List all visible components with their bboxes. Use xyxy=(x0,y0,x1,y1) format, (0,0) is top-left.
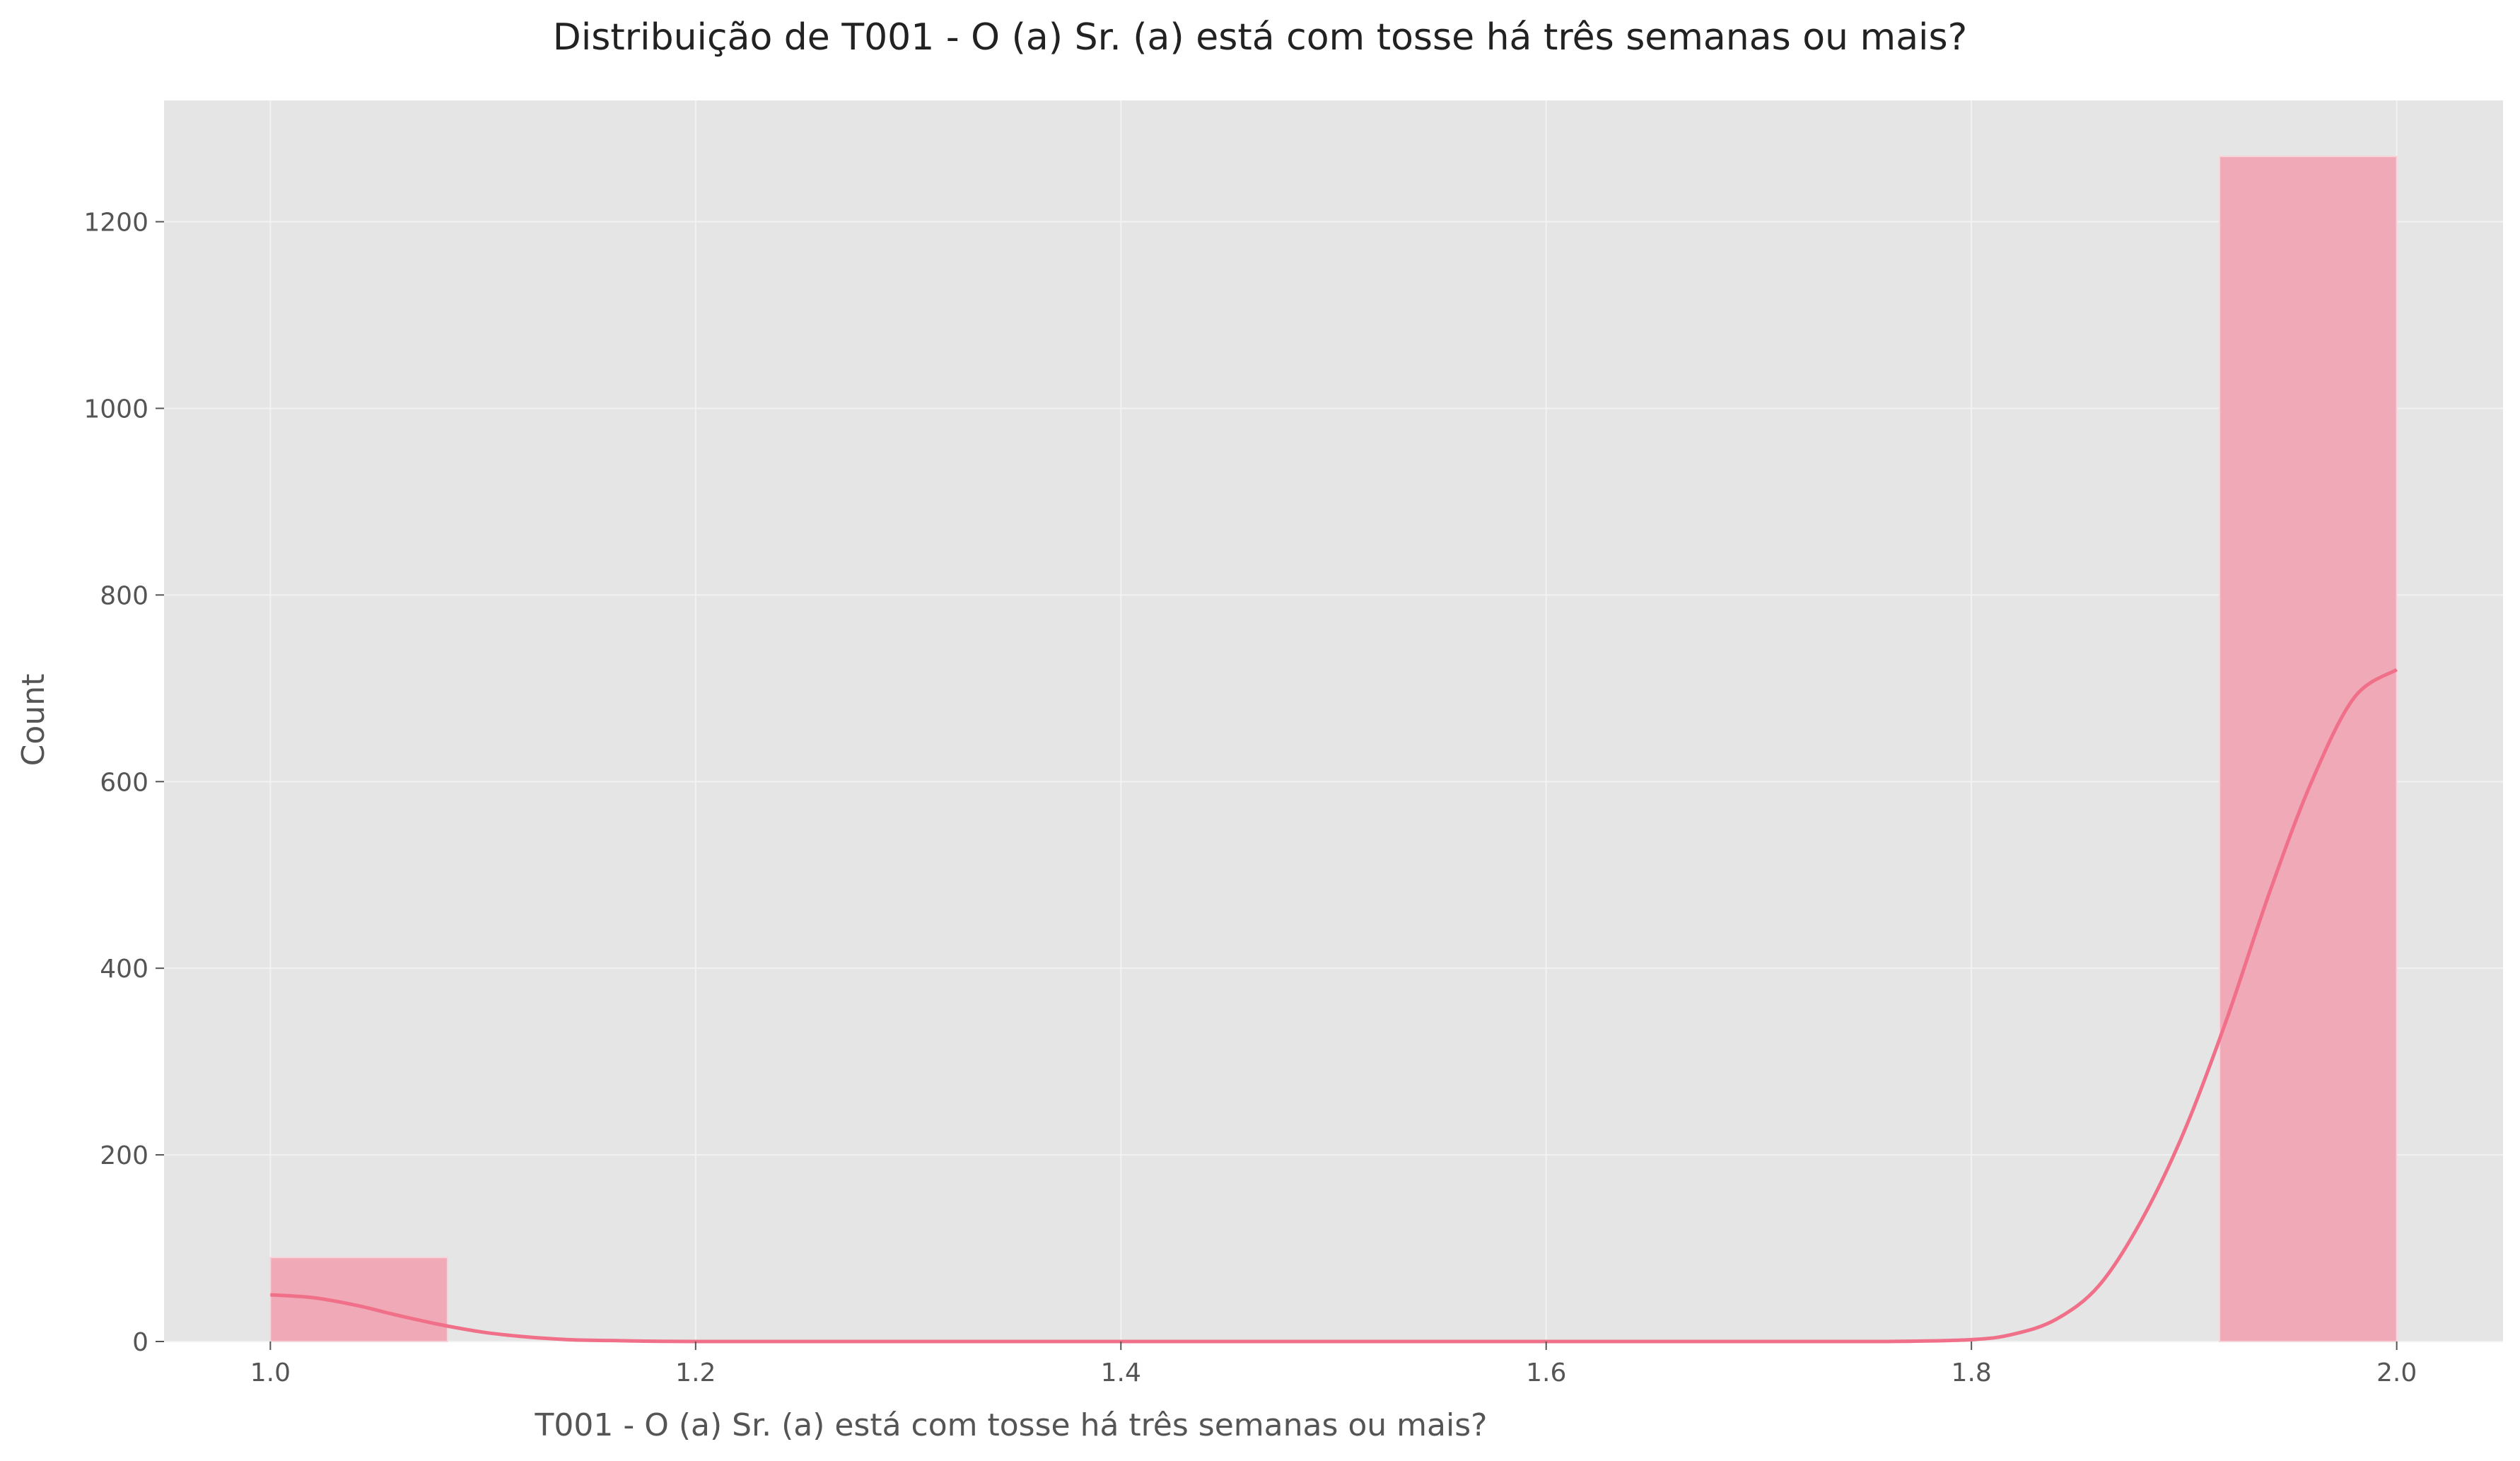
plot-area xyxy=(164,100,2503,1341)
x-axis-ticks: 1.0 1.2 1.4 1.6 1.8 2.0 xyxy=(250,1341,2417,1387)
kde-curve xyxy=(270,668,2398,1344)
x-axis-label: T001 - O (a) Sr. (a) está com tosse há t… xyxy=(535,1407,1488,1443)
x-tick-label: 1.2 xyxy=(675,1358,716,1387)
x-tick-label: 2.0 xyxy=(2376,1358,2417,1387)
y-tick-label: 200 xyxy=(100,1141,148,1170)
y-tick-label: 400 xyxy=(100,955,148,984)
x-tick-label: 1.6 xyxy=(1526,1358,1566,1387)
bars-layer xyxy=(269,156,2398,1342)
chart-title: Distribuição de T001 - O (a) Sr. (a) est… xyxy=(553,16,1967,59)
y-tick-label: 1200 xyxy=(83,209,148,238)
y-tick-label: 800 xyxy=(100,581,148,610)
kde-layer xyxy=(270,668,2398,1344)
histogram-bar xyxy=(269,1257,448,1342)
y-tick-label: 600 xyxy=(100,768,148,797)
y-axis-label: Count xyxy=(16,674,52,767)
y-tick-label: 1000 xyxy=(83,395,148,424)
y-tick-label: 0 xyxy=(132,1328,148,1357)
x-tick-label: 1.4 xyxy=(1101,1358,1141,1387)
x-tick-label: 1.0 xyxy=(250,1358,291,1387)
x-tick-label: 1.8 xyxy=(1952,1358,1992,1387)
histogram-bar xyxy=(2219,156,2398,1342)
y-axis-ticks: 0 200 400 600 800 1000 1200 xyxy=(83,209,164,1357)
grid-layer xyxy=(164,100,2503,1342)
